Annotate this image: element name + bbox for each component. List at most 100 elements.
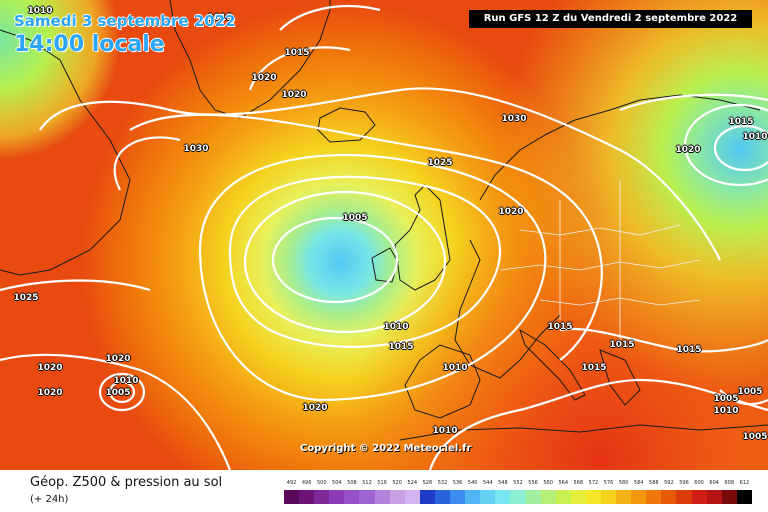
border-line xyxy=(519,224,681,236)
isobar-label: 1020 xyxy=(37,363,63,373)
isobar-1020 xyxy=(198,153,547,402)
scale-tick-label: 608 xyxy=(724,480,735,486)
isobar-1005 xyxy=(271,216,399,304)
scale-tick-label: 564 xyxy=(558,480,568,486)
scale-swatch xyxy=(465,490,481,504)
isobar-label: 1015 xyxy=(581,363,607,373)
isobar-label: 1015 xyxy=(547,322,573,332)
scale-swatch xyxy=(631,490,647,504)
scale-tick-label: 540 xyxy=(467,480,478,486)
isobar-label: 1010 xyxy=(432,426,458,436)
scale-swatch xyxy=(344,490,360,504)
product-title: Géop. Z500 & pression au sol xyxy=(30,475,223,490)
scale-tick-label: 524 xyxy=(407,480,418,486)
border-line xyxy=(499,259,701,271)
scale-swatch xyxy=(540,490,556,504)
color-scale-swatches xyxy=(284,490,752,504)
scale-swatch xyxy=(555,490,571,504)
isobar-label: 1015 xyxy=(284,48,310,58)
scale-tick-label: 580 xyxy=(618,480,629,486)
isobar-label: 1020 xyxy=(498,207,524,217)
isobar-1010-cutoff xyxy=(108,380,136,404)
isobar-label: 1005 xyxy=(737,387,763,397)
isobar-1015-east xyxy=(559,327,768,353)
isobar-label: 1020 xyxy=(675,145,701,155)
isobar-label: 1025 xyxy=(13,293,39,303)
scale-swatch xyxy=(284,490,300,504)
scale-swatch xyxy=(480,490,496,504)
scale-swatch xyxy=(616,490,632,504)
scale-swatch xyxy=(299,490,315,504)
isobar-label: 1005 xyxy=(105,388,131,398)
balkan-coast xyxy=(599,349,641,406)
isobar-label: 1020 xyxy=(105,354,131,364)
isobar-1015-north xyxy=(279,4,381,31)
isobar-label: 1010 xyxy=(383,322,409,332)
scale-swatch xyxy=(721,490,737,504)
scale-swatch xyxy=(359,490,375,504)
country-borders xyxy=(499,180,701,340)
scale-tick-label: 532 xyxy=(437,480,448,486)
color-scale: 492 496 500 504 508 512 516 520 524 528 532 536 540 5… xyxy=(284,478,752,506)
scale-swatch xyxy=(525,490,541,504)
scale-tick-label: 576 xyxy=(603,480,614,486)
scale-tick-label: 504 xyxy=(332,480,342,486)
scale-tick-label: 600 xyxy=(694,480,704,486)
forecast-date: Samedi 3 septembre 2022 xyxy=(14,12,236,30)
scale-tick-label: 508 xyxy=(347,480,357,486)
isobars xyxy=(0,4,768,470)
scale-tick-label: 492 xyxy=(286,480,297,486)
scale-swatch xyxy=(374,490,390,504)
italy-coast xyxy=(519,328,586,401)
scale-swatch xyxy=(510,490,526,504)
isobar-label: 1010 xyxy=(442,363,468,373)
scale-tick-label: 520 xyxy=(392,480,402,486)
scale-tick-label: 528 xyxy=(422,480,433,486)
iceland-coast xyxy=(317,107,376,143)
isobar-1015-ne xyxy=(683,103,768,187)
scale-swatch xyxy=(495,490,511,504)
scale-swatch xyxy=(570,490,586,504)
scale-tick-label: 536 xyxy=(452,480,463,486)
scale-tick-label: 548 xyxy=(498,480,508,486)
isobar-label: 1025 xyxy=(427,158,453,168)
isobar-label: 1005 xyxy=(713,394,739,404)
isobar-label: 1020 xyxy=(251,73,277,83)
color-scale-ticks: 492 496 500 504 508 512 516 520 524 528 532 536 540 5… xyxy=(284,478,752,488)
isobar-1015-cutoff xyxy=(98,372,146,412)
scale-tick-label: 500 xyxy=(316,480,327,486)
scale-swatch xyxy=(434,490,451,504)
copyright-notice: Copyright © 2022 Meteociel.fr xyxy=(300,443,472,454)
scale-swatch xyxy=(314,490,330,504)
scale-swatch xyxy=(691,490,707,504)
isobar-label: 1010 xyxy=(713,406,739,416)
isobar-label: 1015 xyxy=(676,345,702,355)
isobar-label: 1010 xyxy=(27,6,53,16)
isobar-1020-north xyxy=(248,46,351,91)
legend-footer: Géop. Z500 & pression au sol (+ 24h) 492… xyxy=(0,470,768,512)
forecast-time: 14:00 locale xyxy=(14,32,165,57)
weather-map: 1010 1015 1015 1020 1020 1030 1030 1025 … xyxy=(0,0,768,470)
isobar-label: 1015 xyxy=(207,13,233,23)
scale-tick-label: 552 xyxy=(513,480,523,486)
scale-tick-label: 588 xyxy=(649,480,659,486)
scale-swatch xyxy=(419,490,435,504)
isobar-1025-sw xyxy=(0,279,151,292)
isobar-label: 1020 xyxy=(37,388,63,398)
isobar-1010 xyxy=(243,190,447,334)
isobar-1010-south xyxy=(428,378,768,470)
isobar-label: 1015 xyxy=(728,117,754,127)
scale-swatch xyxy=(329,490,345,504)
isobar-1020-sw xyxy=(0,353,232,470)
scale-tick-label: 516 xyxy=(377,480,387,486)
isobar-label: 1030 xyxy=(183,144,209,154)
scale-tick-label: 596 xyxy=(679,480,689,486)
isobar-label: 1030 xyxy=(501,114,527,124)
scale-tick-label: 544 xyxy=(482,480,493,486)
scale-swatch xyxy=(600,490,617,504)
isobar-label: 1015 xyxy=(388,342,414,352)
isobar-1005-se xyxy=(719,389,768,406)
isobar-1020-ne xyxy=(619,93,768,112)
scale-tick-label: 560 xyxy=(543,480,553,486)
north-america-coast xyxy=(0,29,131,276)
